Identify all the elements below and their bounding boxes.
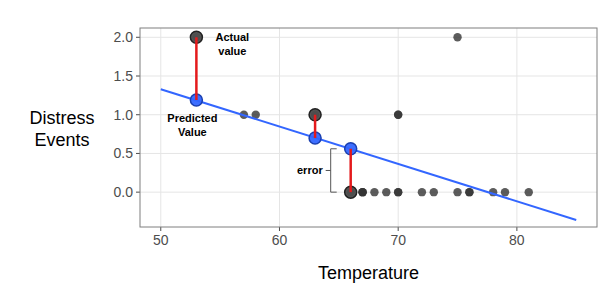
- error-segment: [195, 37, 198, 100]
- tick-mark: [398, 227, 399, 231]
- y-axis-label: DistressEvents: [29, 108, 94, 150]
- annotation-line: value: [218, 45, 246, 57]
- tick-label: 60: [272, 232, 288, 248]
- tick-mark: [136, 37, 140, 38]
- data-point: [382, 188, 390, 196]
- error-segment: [349, 149, 352, 192]
- tick-label: 1.0: [114, 107, 134, 123]
- tick-mark: [136, 153, 140, 154]
- tick-mark: [136, 76, 140, 77]
- annotation-line: Actual: [216, 31, 250, 43]
- tick-mark: [136, 192, 140, 193]
- data-point: [394, 188, 402, 196]
- grid-line: [140, 76, 597, 77]
- annotation: Actual value: [216, 31, 250, 57]
- data-point: [465, 188, 473, 196]
- tick-label: 2.0: [114, 29, 134, 45]
- data-point: [358, 188, 366, 196]
- annotation-line: Predicted: [167, 112, 217, 124]
- data-point: [394, 111, 402, 119]
- tick-mark: [136, 114, 140, 115]
- regression-line: [161, 89, 576, 220]
- tick-label: 0.5: [114, 145, 134, 161]
- grid-line: [516, 28, 517, 227]
- grid-line: [160, 28, 161, 227]
- data-point: [525, 188, 533, 196]
- marks: [161, 31, 576, 220]
- annotation: Predicted Value: [167, 112, 217, 138]
- data-point: [394, 111, 402, 119]
- data-point: [465, 188, 473, 196]
- tick-label: 70: [390, 232, 406, 248]
- tick-mark: [279, 227, 280, 231]
- tick-label: 0.0: [114, 184, 134, 200]
- data-point: [453, 33, 461, 41]
- data-point: [430, 188, 438, 196]
- tick-label: 1.5: [114, 68, 134, 84]
- tick-label: 80: [509, 232, 525, 248]
- annotation: error: [297, 164, 323, 176]
- grid-line: [398, 28, 399, 227]
- panel-border: [140, 28, 597, 227]
- grid-line: [140, 37, 597, 38]
- error-segment: [314, 115, 317, 138]
- data-point: [358, 188, 366, 196]
- data-point: [358, 188, 366, 196]
- chart: 50 60 70 80 0.0 0.5 1.0 1.5 2.0 Temperature Distre…: [0, 0, 600, 299]
- error-bracket: [326, 149, 337, 192]
- label-line: Events: [34, 130, 89, 150]
- label-line: Distress: [29, 108, 94, 128]
- tick-label: 50: [153, 232, 169, 248]
- x-axis-label: Temperature: [318, 263, 419, 283]
- tick-mark: [516, 227, 517, 231]
- tick-mark: [160, 227, 161, 231]
- data-point: [453, 188, 461, 196]
- annotation-line: Value: [178, 126, 207, 138]
- data-point: [501, 188, 509, 196]
- data-point: [370, 188, 378, 196]
- data-point: [394, 188, 402, 196]
- data-point: [418, 188, 426, 196]
- plot-background: [140, 28, 597, 227]
